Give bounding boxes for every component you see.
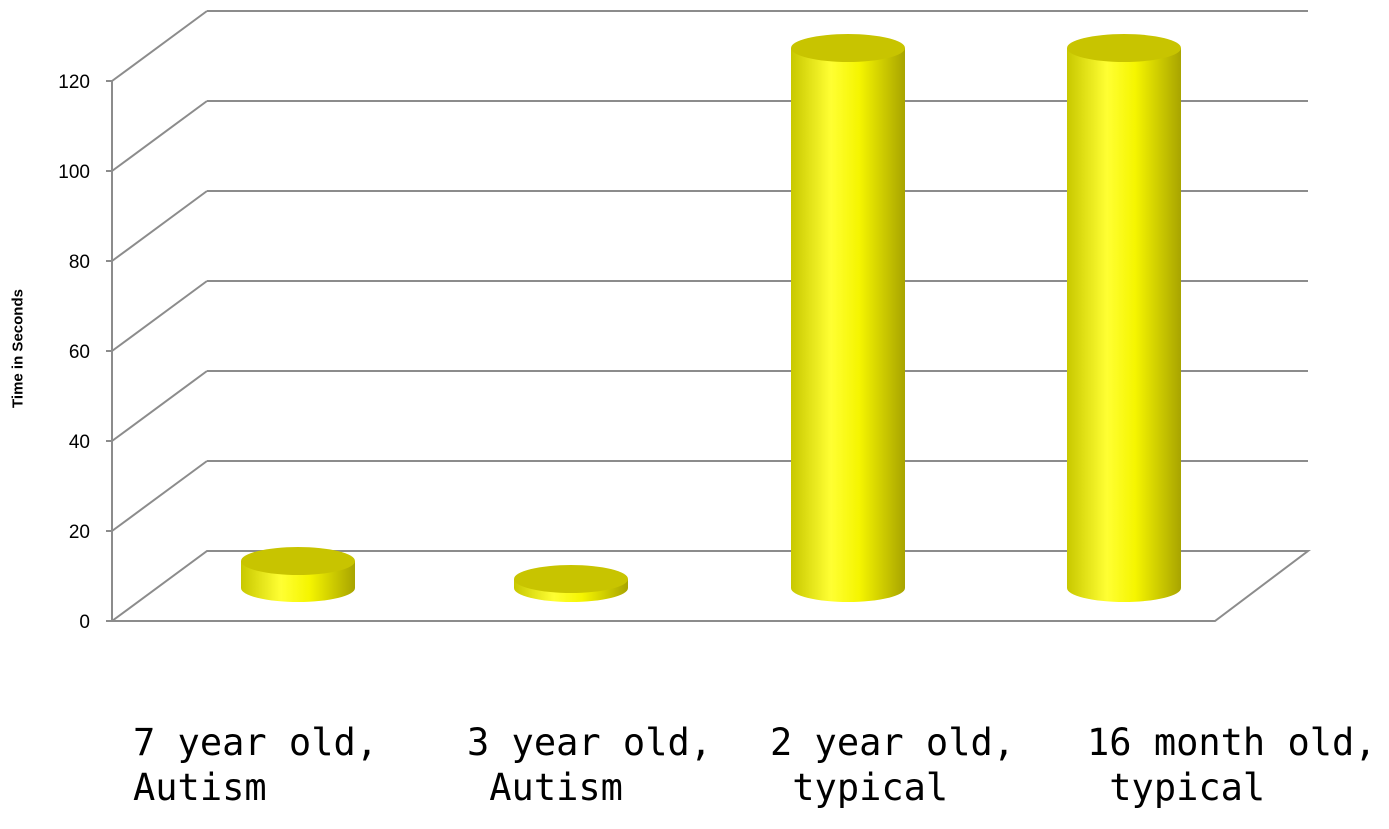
bars bbox=[241, 34, 1181, 602]
y-axis-label: Time in Seconds bbox=[9, 289, 27, 408]
y-tick-label: 40 bbox=[69, 432, 90, 453]
bar-2 bbox=[791, 34, 905, 602]
gridline-diagonal bbox=[111, 460, 208, 532]
gridline-diagonal bbox=[111, 370, 208, 442]
category-label-3-line2: typical bbox=[1087, 766, 1266, 809]
chart-floor bbox=[108, 550, 1311, 622]
category-label-2-line2: typical bbox=[770, 766, 949, 809]
gridline-diagonal bbox=[111, 100, 208, 172]
gridline-diagonal bbox=[111, 280, 208, 352]
bar-top bbox=[1067, 34, 1181, 62]
gridline-diagonal bbox=[111, 190, 208, 262]
bar-3 bbox=[1067, 34, 1181, 602]
category-label-3-line1: 16 month old, bbox=[1087, 721, 1377, 764]
category-label-1-line1: 3 year old, bbox=[467, 721, 713, 764]
category-label-0-line2: Autism bbox=[133, 766, 267, 809]
bar-body bbox=[1067, 48, 1181, 602]
y-tick-label: 100 bbox=[58, 162, 90, 183]
category-label-3: 16 month old, typical bbox=[1087, 720, 1377, 810]
y-tick-label: 20 bbox=[69, 522, 90, 543]
category-label-2-line1: 2 year old, bbox=[770, 721, 1016, 764]
y-axis-ticks: 0 20 40 60 80 100 120 bbox=[58, 72, 112, 633]
bar-0 bbox=[241, 547, 355, 602]
bar-body bbox=[791, 48, 905, 602]
bar-top bbox=[514, 565, 628, 593]
y-tick-label: 120 bbox=[58, 72, 90, 93]
bar-1 bbox=[514, 565, 628, 602]
y-tick-label: 60 bbox=[69, 342, 90, 363]
category-label-2: 2 year old, typical bbox=[770, 720, 1015, 810]
gridline-diagonal bbox=[111, 10, 208, 82]
category-label-0: 7 year old, Autism bbox=[133, 720, 378, 810]
y-tick-label: 80 bbox=[69, 252, 90, 273]
bar-top bbox=[241, 547, 355, 575]
y-tick-label: 0 bbox=[79, 612, 90, 633]
category-label-1: 3 year old, Autism bbox=[467, 720, 712, 810]
category-label-1-line2: Autism bbox=[467, 766, 623, 809]
bar-top bbox=[791, 34, 905, 62]
category-label-0-line1: 7 year old, bbox=[133, 721, 379, 764]
